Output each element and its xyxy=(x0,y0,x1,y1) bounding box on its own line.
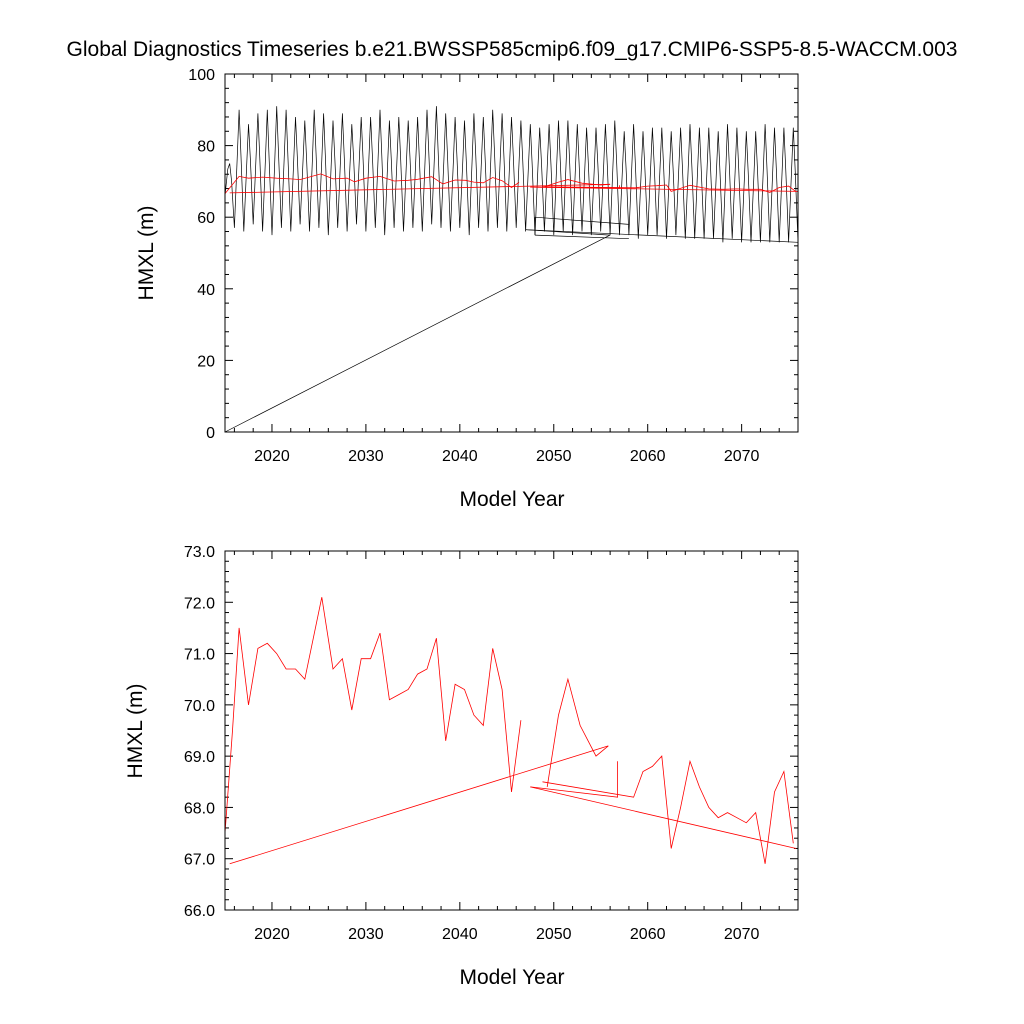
top-x-tick-label: 2040 xyxy=(442,448,478,465)
bottom-x-tick-label: 2040 xyxy=(442,926,478,943)
bottom-series-0-segment-4 xyxy=(542,755,794,864)
top-plot-area xyxy=(224,106,799,433)
top-series-1-segment-1 xyxy=(229,183,611,194)
top-x-tick-label: 2060 xyxy=(630,448,666,465)
top-x-tick-label: 2050 xyxy=(536,448,572,465)
top-series-0-segment-3 xyxy=(534,216,629,225)
bottom-x-axis-label: Model Year xyxy=(459,966,564,989)
bottom-x-tick-label: 2060 xyxy=(630,926,666,943)
top-series-0-monthly-line xyxy=(224,106,799,243)
bottom-series-0-segment-0 xyxy=(224,597,522,834)
bottom-series-0-segment-5 xyxy=(530,786,797,849)
top-x-tick-label: 2070 xyxy=(724,448,760,465)
top-series-0-segment-5 xyxy=(525,229,799,243)
bottom-x-tick-label: 2030 xyxy=(348,926,384,943)
bottom-y-tick-label: 70.0 xyxy=(184,698,215,715)
bottom-series-0-segment-3 xyxy=(530,761,618,798)
bottom-x-tick-label: 2020 xyxy=(254,926,290,943)
bottom-y-tick-label: 69.0 xyxy=(184,749,215,766)
bottom-series-0-segment-2 xyxy=(546,677,609,787)
top-x-tick-label: 2020 xyxy=(254,448,290,465)
top-y-tick-label: 40 xyxy=(197,282,215,299)
top-y-tick-label: 20 xyxy=(197,353,215,370)
top-series-1-segment-2 xyxy=(544,179,611,188)
bottom-panel: Model Year HMXL (m) 2020 2030 2040 2050 2060… xyxy=(124,544,799,989)
bottom-x-tick-label: 2070 xyxy=(724,926,760,943)
top-series-1-segment-0 xyxy=(224,173,520,194)
top-y-tick-label: 0 xyxy=(206,425,215,442)
top-series-1-segment-4 xyxy=(542,184,797,193)
top-series-0-segment-2 xyxy=(534,234,629,240)
top-y-tick-label: 80 xyxy=(197,139,215,156)
bottom-y-tick-label: 67.0 xyxy=(184,852,215,869)
top-x-tick-label: 2030 xyxy=(348,448,384,465)
bottom-y-tick-label: 68.0 xyxy=(184,800,215,817)
bottom-series-0-segment-1 xyxy=(229,745,609,865)
bottom-plot-area xyxy=(224,597,797,865)
figure-title: Global Diagnostics Timeseries b.e21.BWSS… xyxy=(67,38,958,61)
bottom-x-tick-label: 2050 xyxy=(536,926,572,943)
top-x-axis-label: Model Year xyxy=(459,488,564,511)
bottom-y-tick-label: 71.0 xyxy=(184,647,215,664)
bottom-y-tick-label: 72.0 xyxy=(184,595,215,612)
top-series-1-segment-5 xyxy=(530,186,799,192)
top-y-axis-label: HMXL (m) xyxy=(135,206,158,301)
top-y-tick-label: 60 xyxy=(197,210,215,227)
top-y-tick-label: 100 xyxy=(188,67,215,84)
bottom-y-axis-label: HMXL (m) xyxy=(124,684,147,779)
top-plot-frame xyxy=(224,73,799,433)
top-panel: Model Year HMXL (m) 2020 2030 2040 2050 2060… xyxy=(135,67,799,511)
bottom-plot-frame xyxy=(224,550,799,911)
bottom-axis-ticks: 2020 2030 2040 2050 2060 2070 66.0 67.0 68.0 69.0… xyxy=(184,544,799,943)
bottom-y-tick-label: 73.0 xyxy=(184,544,215,561)
bottom-y-tick-label: 66.0 xyxy=(184,903,215,920)
top-series-0-segment-0 xyxy=(224,234,611,433)
